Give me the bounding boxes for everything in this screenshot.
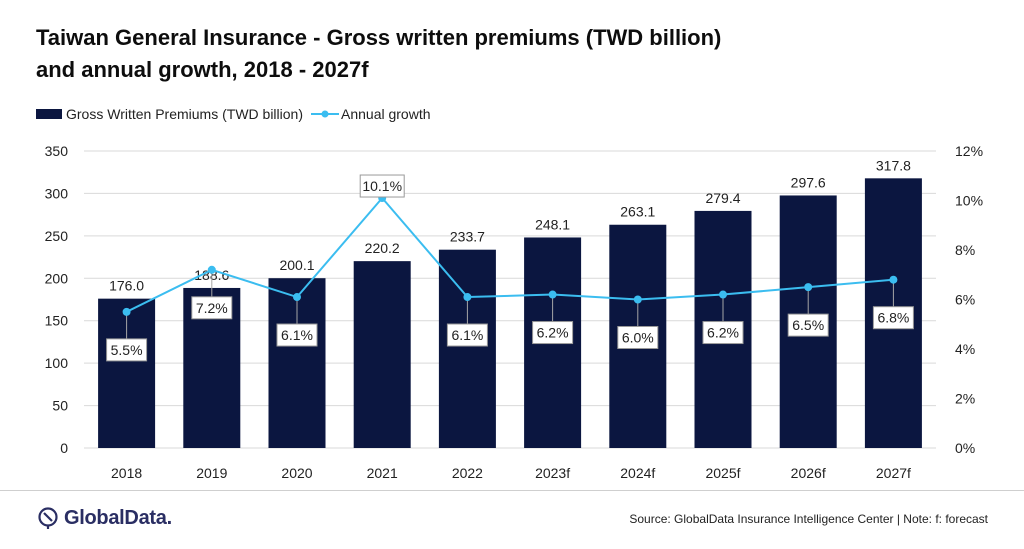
x-tick-label: 2026f: [791, 465, 826, 481]
chart-title-line2: and annual growth, 2018 - 2027f: [36, 57, 369, 82]
growth-value-label: 6.1%: [451, 327, 483, 343]
growth-label-box: [617, 326, 659, 349]
y-tick-label: 100: [45, 355, 69, 371]
growth-label-box: [702, 321, 744, 345]
x-tick-label: 2021: [367, 465, 398, 481]
growth-value-label: 6.8%: [877, 310, 909, 326]
y2-tick-label: 10%: [955, 193, 983, 209]
y-tick-label: 150: [45, 313, 69, 329]
growth-label-box: [191, 296, 233, 320]
bar-value-label: 233.7: [450, 229, 485, 245]
globaldata-logo: GlobalData.: [36, 505, 172, 531]
legend-line-swatch: [311, 110, 339, 118]
growth-value-label: 10.1%: [362, 178, 402, 194]
bar-value-label: 248.1: [535, 216, 570, 232]
growth-point: [889, 275, 898, 284]
growth-value-label: 6.2%: [707, 325, 739, 341]
growth-value-label: 6.1%: [281, 327, 313, 343]
y-tick-label: 0: [60, 440, 68, 456]
growth-value-label: 7.2%: [196, 300, 228, 316]
growth-line: [126, 196, 894, 313]
bar-value-label: 297.6: [791, 174, 826, 190]
y2-tick-label: 12%: [955, 143, 983, 159]
growth-label-box: [787, 313, 829, 337]
legend-item-growth: Annual growth: [311, 106, 431, 122]
bar-value-label: 176.0: [109, 278, 144, 294]
chart-title-line1: Taiwan General Insurance - Gross written…: [36, 25, 722, 50]
bar-value-label: 220.2: [365, 240, 400, 256]
growth-label-box: [359, 174, 405, 198]
growth-point: [719, 290, 727, 299]
y-tick-label: 50: [52, 398, 68, 414]
growth-point: [463, 293, 472, 302]
growth-point: [633, 295, 642, 304]
chart-title: Taiwan General Insurance - Gross written…: [36, 22, 936, 86]
legend-label-premiums: Gross Written Premiums (TWD billion): [66, 106, 303, 122]
x-tick-label: 2019: [196, 465, 227, 481]
legend-bar-swatch: [36, 109, 62, 119]
y2-tick-label: 2%: [955, 391, 975, 407]
y2-tick-label: 0%: [955, 440, 975, 456]
growth-value-label: 6.5%: [792, 317, 824, 333]
x-tick-label: 2018: [111, 465, 142, 481]
bar-value-label: 263.1: [620, 204, 655, 220]
bar-value-label: 317.8: [876, 157, 911, 173]
bar: [353, 261, 411, 448]
growth-label-box: [446, 323, 488, 347]
growth-point: [804, 283, 813, 292]
legend-item-premiums: Gross Written Premiums (TWD billion): [36, 106, 303, 122]
y-tick-label: 250: [45, 228, 69, 244]
bar: [438, 249, 496, 448]
x-tick-label: 2023f: [535, 465, 570, 481]
globaldata-logo-icon: [38, 507, 58, 529]
combo-chart: 0 50 100 150 200 250 300 350 0% 2% 4% 6% 8% 10% 12% 176…: [45, 143, 983, 481]
growth-value-label: 6.2%: [537, 325, 569, 341]
logo-text: GlobalData.: [64, 506, 172, 529]
growth-label-box: [872, 306, 914, 330]
chart-legend: Gross Written Premiums (TWD billion) Ann…: [36, 104, 439, 124]
growth-point: [548, 290, 557, 299]
growth-point: [122, 307, 131, 316]
growth-label-box: [532, 321, 574, 345]
x-tick-label: 2020: [281, 465, 312, 481]
growth-point: [207, 265, 216, 274]
growth-label-box: [106, 338, 148, 362]
y-tick-label: 350: [45, 143, 69, 159]
x-tick-label: 2024f: [620, 465, 655, 481]
x-tick-label: 2027f: [876, 465, 911, 481]
growth-label-box: [276, 323, 318, 347]
source-note: Source: GlobalData Insurance Intelligenc…: [629, 512, 988, 526]
x-tick-label: 2025f: [705, 465, 740, 481]
growth-value-label: 5.5%: [111, 342, 143, 358]
x-tick-label: 2022: [452, 465, 483, 481]
footer-divider: [0, 490, 1024, 491]
growth-value-label: 6.0%: [622, 330, 654, 346]
bar-value-label: 279.4: [705, 190, 740, 206]
y2-tick-label: 6%: [955, 292, 975, 308]
y-tick-label: 300: [45, 185, 69, 201]
y2-tick-label: 8%: [955, 242, 975, 258]
y-tick-label: 200: [45, 270, 69, 286]
growth-point: [293, 293, 301, 302]
legend-label-growth: Annual growth: [341, 106, 431, 122]
y2-tick-label: 4%: [955, 341, 975, 357]
bar-value-label: 200.1: [279, 257, 314, 273]
